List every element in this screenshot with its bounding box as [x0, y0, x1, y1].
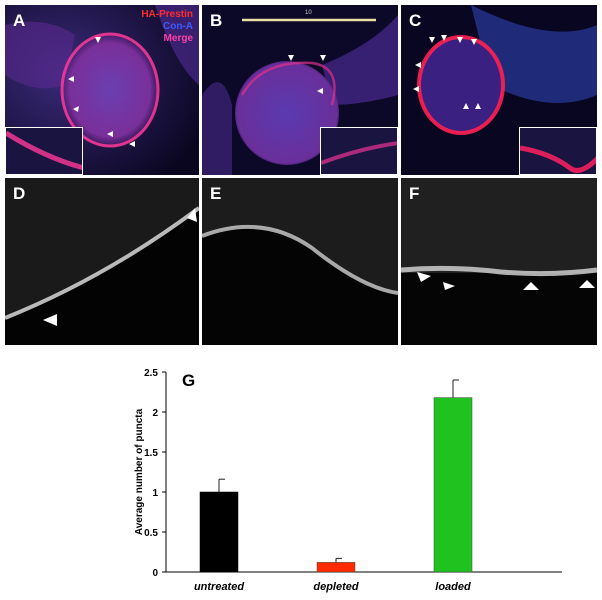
panel-b: B 10 — [202, 5, 398, 175]
inset-c — [519, 127, 597, 175]
panel-label-f: F — [409, 184, 420, 203]
panel-f: F — [401, 178, 597, 345]
panel-label-g: G — [182, 371, 195, 390]
legend-prestin: HA-Prestin — [141, 9, 193, 20]
membrane-image-e — [202, 178, 398, 345]
panel-label-c: C — [409, 11, 422, 30]
y-tick-label: 0 — [152, 568, 158, 579]
legend-merge: Merge — [163, 33, 193, 44]
bar-depleted — [316, 562, 356, 573]
category-label-loaded: loaded — [435, 581, 471, 593]
y-axis-label: Average number of puncta — [134, 408, 145, 535]
panel-label-e: E — [210, 184, 222, 203]
panel-c: C — [401, 5, 597, 175]
panel-d: D — [5, 178, 199, 345]
y-tick-label: 0.5 — [144, 528, 158, 539]
category-label-untreated: untreated — [194, 581, 244, 593]
scale-bar-label: 10 — [305, 10, 312, 16]
cell-image-b — [202, 5, 398, 175]
panel-a: A HA-Prestin Con-A Merge — [5, 5, 199, 175]
panel-label-d: D — [13, 184, 26, 203]
inset-a — [5, 127, 83, 175]
panel-label-b: B — [210, 11, 223, 30]
panel-label-a: A — [13, 11, 26, 30]
legend: HA-Prestin Con-A Merge — [141, 9, 193, 45]
chart-svg: 0 0.5 1 1.5 2 2.5 Average number of puncta Gunt… — [134, 368, 562, 593]
membrane-image-f — [401, 178, 597, 345]
category-label-depleted: depleted — [313, 581, 359, 593]
y-tick-label: 2.5 — [144, 368, 158, 379]
inset-b — [320, 127, 398, 175]
legend-cona: Con-A — [163, 21, 193, 32]
panel-e: E — [202, 178, 398, 345]
membrane-image-d — [5, 178, 199, 345]
bar-untreated — [199, 491, 239, 573]
y-tick-label: 1 — [152, 488, 158, 499]
bar-loaded — [433, 397, 473, 573]
y-tick-label: 1.5 — [144, 448, 158, 459]
y-tick-label: 2 — [152, 408, 158, 419]
